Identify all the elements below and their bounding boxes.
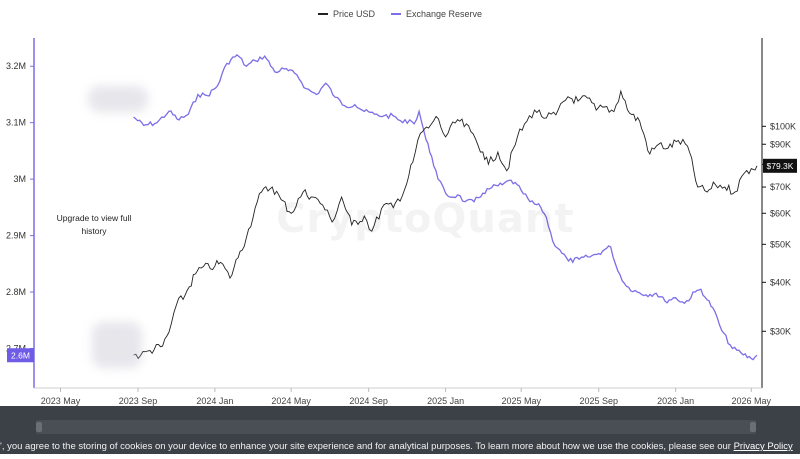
right-tick-label: $70K	[770, 182, 791, 192]
left-current-label: 2.6M	[11, 350, 30, 360]
left-tick-label: 3M	[13, 174, 26, 184]
right-tick-label: $100K	[770, 121, 796, 131]
right-current-label: $79.3K	[767, 161, 794, 171]
watermark-logo: CryptoQuant	[276, 196, 574, 242]
legend-swatch-price	[317, 13, 328, 15]
x-tick-label: 2025 May	[501, 396, 541, 406]
left-tick-label: 2.9M	[6, 231, 26, 241]
left-tick-label: 3.2M	[6, 61, 26, 71]
upgrade-history-note[interactable]: Upgrade to view full history	[56, 213, 132, 236]
legend-item-reserve[interactable]: Exchange Reserve	[390, 9, 483, 19]
range-slider-handle-left[interactable]	[36, 422, 42, 432]
right-current-badge	[763, 158, 797, 173]
chart-legend: Price USD Exchange Reserve	[0, 9, 800, 19]
right-tick-label: $40K	[770, 277, 791, 287]
x-tick-label: 2026 Jan	[657, 396, 694, 406]
series-line-exchange-reserve	[133, 54, 758, 361]
right-tick-label: $30K	[770, 326, 791, 336]
range-slider-track[interactable]	[36, 420, 756, 434]
left-current-badge	[7, 348, 34, 363]
legend-label-price: Price USD	[332, 9, 375, 19]
legend-swatch-reserve	[390, 13, 401, 15]
right-tick-label: $60K	[770, 208, 791, 218]
x-tick-label: 2023 Sep	[119, 396, 158, 406]
cookie-message: ', you agree to the storing of cookies o…	[0, 441, 731, 452]
left-tick-label: 2.8M	[6, 287, 26, 297]
x-tick-label: 2026 May	[732, 396, 772, 406]
right-tick-label: $90K	[770, 139, 791, 149]
range-slider-handle-right[interactable]	[750, 422, 756, 432]
privacy-policy-link[interactable]: Privacy Policy	[733, 441, 793, 452]
legend-item-price[interactable]: Price USD	[317, 9, 375, 19]
x-tick-label: 2024 Jan	[196, 396, 233, 406]
cookie-banner: ', you agree to the storing of cookies o…	[0, 406, 800, 454]
left-tick-label: 3.1M	[6, 118, 26, 128]
x-tick-label: 2024 Sep	[349, 396, 388, 406]
cookie-text: ', you agree to the storing of cookies o…	[0, 441, 800, 452]
x-tick-label: 2024 May	[271, 396, 311, 406]
right-tick-label: $50K	[770, 239, 791, 249]
series-line-price-usd	[133, 89, 758, 360]
x-tick-label: 2025 Sep	[579, 396, 618, 406]
x-tick-label: 2025 Jan	[427, 396, 464, 406]
x-tick-label: 2023 May	[41, 396, 81, 406]
blurred-history-top	[88, 86, 148, 112]
blurred-history-bottom	[92, 322, 142, 368]
legend-label-reserve: Exchange Reserve	[405, 9, 483, 19]
